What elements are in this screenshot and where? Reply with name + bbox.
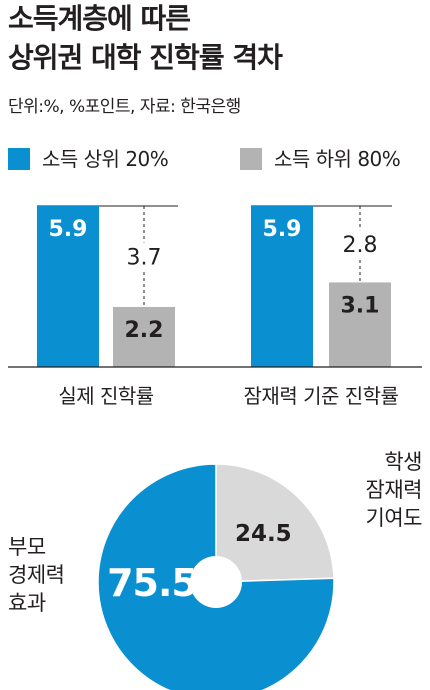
bar-low-income <box>113 306 175 367</box>
category-label: 실제 진학률 <box>58 384 153 408</box>
value-label-low-income: 3.1 <box>341 293 380 318</box>
bar-high-income <box>37 206 99 367</box>
gap-label: 3.7 <box>127 245 162 270</box>
donut-hole <box>190 556 242 608</box>
bar-low-income <box>329 282 391 367</box>
pie-label-student-line2: 잠재력 <box>365 478 423 502</box>
pie-label-student-line1: 학생 <box>384 450 422 474</box>
gap-label-bg <box>340 230 380 259</box>
chart-title-line1: 소득계층에 따른 <box>8 2 191 35</box>
pie-value-student: 24.5 <box>235 521 292 547</box>
value-label-high-income: 5.9 <box>263 217 302 242</box>
pie-slice-parent <box>97 463 335 690</box>
legend-swatch-low-income <box>240 148 262 170</box>
pie-label-parent-line2: 경제력 <box>8 563 65 587</box>
category-label: 잠재력 기준 진학률 <box>244 384 399 408</box>
pie-value-parent: 75.5 <box>107 561 197 605</box>
unit-source-note: 단위:%, %포인트, 자료: 한국은행 <box>8 97 241 117</box>
value-label-low-income: 2.2 <box>125 318 164 343</box>
legend-label-high-income: 소득 상위 20% <box>42 147 169 171</box>
legend-label-low-income: 소득 하위 80% <box>274 147 401 171</box>
pie-label-parent-line1: 부모 <box>8 535 46 559</box>
legend-swatch-high-income <box>8 148 30 170</box>
pie-label-parent-line3: 효과 <box>8 591 46 615</box>
bar-high-income <box>251 206 313 367</box>
pie-label-student-line3: 기여도 <box>365 506 423 530</box>
gap-label: 2.8 <box>343 233 378 258</box>
pie-label-parent: 부모 경제력 효과 <box>8 533 65 617</box>
pie-slice-student <box>215 463 335 583</box>
bar-chart: 3.7 5.9 2.2 실제 진학률 2.8 5.9 3.1 잠재력 기준 진학률 <box>8 205 422 408</box>
chart-title-line2: 상위권 대학 진학률 격차 <box>8 41 283 74</box>
gap-label-bg <box>124 242 164 271</box>
value-label-high-income: 5.9 <box>49 217 88 242</box>
pie-label-student: 학생 잠재력 기여도 <box>365 448 423 532</box>
